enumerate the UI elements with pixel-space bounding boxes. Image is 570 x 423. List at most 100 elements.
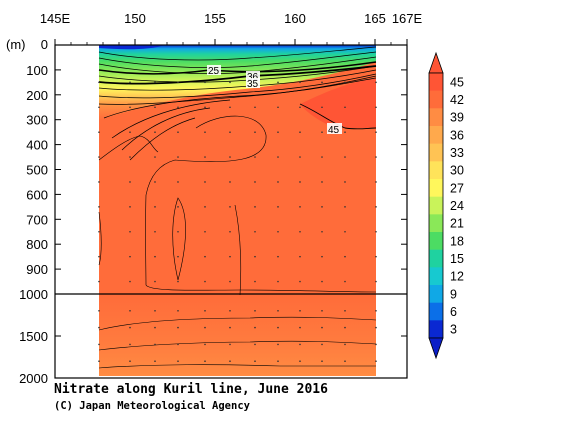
x-axis: 145E 150 155 160 165 167E [40, 11, 423, 45]
station-dot [299, 230, 301, 233]
station-dot [277, 343, 279, 346]
station-dot [177, 360, 179, 363]
station-dot [277, 255, 279, 258]
station-dot [344, 156, 346, 158]
station-dot [254, 206, 256, 208]
y-tick-label: 700 [26, 212, 48, 227]
station-dot [344, 181, 346, 183]
station-dot [98, 310, 100, 312]
station-dot [177, 81, 179, 84]
station-dot [177, 156, 179, 158]
y-tick-label: 1000 [19, 287, 48, 302]
station-dot [299, 360, 301, 363]
station-dot [344, 280, 346, 283]
y-tick-label: 100 [26, 63, 48, 78]
station-dot [177, 106, 179, 109]
station-dot [229, 280, 231, 283]
station-dot [204, 255, 206, 258]
station-dot [277, 131, 279, 133]
station-dot [204, 343, 206, 346]
station-dot [204, 106, 206, 109]
colorbar-swatch [429, 143, 443, 162]
colorbar-label: 6 [450, 305, 457, 319]
station-dot [229, 106, 231, 109]
colorbar-label: 12 [450, 270, 464, 284]
station-dot [229, 360, 231, 363]
station-dot [154, 255, 156, 258]
station-dot [154, 181, 156, 183]
station-dot [98, 181, 100, 183]
station-dot [375, 360, 377, 363]
y-tick-label: 1500 [19, 329, 48, 344]
station-dot [98, 106, 100, 109]
station-dot [344, 343, 346, 346]
colorbar-label: 18 [450, 234, 464, 248]
station-dot [129, 131, 131, 133]
station-dot [229, 230, 231, 233]
station-dot [154, 206, 156, 208]
colorbar-label: 42 [450, 93, 464, 107]
colorbar-label: 27 [450, 181, 464, 195]
station-dot [277, 280, 279, 283]
colorbar-swatch [429, 249, 443, 268]
station-dot [98, 343, 100, 346]
station-dot [98, 255, 100, 258]
station-dot [129, 360, 131, 363]
station-dot [98, 156, 100, 158]
station-dot [277, 181, 279, 183]
station-dot [254, 255, 256, 258]
station-dot [204, 360, 206, 363]
surface-layer-fill [99, 45, 376, 120]
colorbar-label: 39 [450, 111, 464, 125]
x-tick-label: 150 [124, 11, 146, 26]
station-dot [177, 255, 179, 258]
low-nitrate-patch [99, 45, 165, 50]
bottom-water-fill [99, 295, 376, 376]
colorbar-swatch [429, 90, 443, 109]
station-dot [321, 343, 323, 346]
station-dot [154, 343, 156, 346]
colorbar-swatch [429, 320, 443, 339]
station-dot [129, 255, 131, 258]
station-dot [154, 326, 156, 329]
station-dot [321, 360, 323, 363]
station-dot [154, 230, 156, 233]
station-dot [154, 310, 156, 312]
colorbar-swatch [429, 126, 443, 144]
station-dot [129, 181, 131, 183]
station-dot [177, 181, 179, 183]
station-dot [321, 181, 323, 183]
station-dot [344, 230, 346, 233]
colorbar-swatch [429, 214, 443, 233]
station-dot [204, 81, 206, 84]
colorbar-label: 36 [450, 128, 464, 142]
y-tick-label: 400 [26, 138, 48, 153]
colorbar: 45 42 39 36 33 30 27 24 21 18 15 12 9 6 3 [428, 51, 464, 360]
contour-label-35: 35 [247, 79, 259, 90]
station-dot [299, 106, 301, 109]
colorbar-label: 45 [450, 75, 464, 89]
y-tick-label: 2000 [19, 371, 48, 386]
station-dot [129, 310, 131, 312]
station-dot [321, 255, 323, 258]
station-dot [375, 106, 377, 109]
station-dots [98, 81, 377, 363]
station-dot [254, 230, 256, 233]
station-dot [344, 81, 346, 84]
y-axis-unit-label: (m) [6, 37, 26, 52]
station-dot [344, 206, 346, 208]
station-dot [321, 326, 323, 329]
colorbar-swatch [429, 161, 443, 180]
high-nitrate-core [300, 78, 376, 129]
station-dot [321, 106, 323, 109]
nitrate-field [99, 45, 376, 376]
station-dot [98, 81, 100, 84]
station-dot [229, 255, 231, 258]
y-tick-label: 200 [26, 88, 48, 103]
station-dot [254, 131, 256, 133]
y-tick-label: 600 [26, 187, 48, 202]
chart-title: Nitrate along Kuril line, June 2016 [54, 382, 328, 397]
station-dot [277, 106, 279, 109]
station-dot [154, 106, 156, 109]
